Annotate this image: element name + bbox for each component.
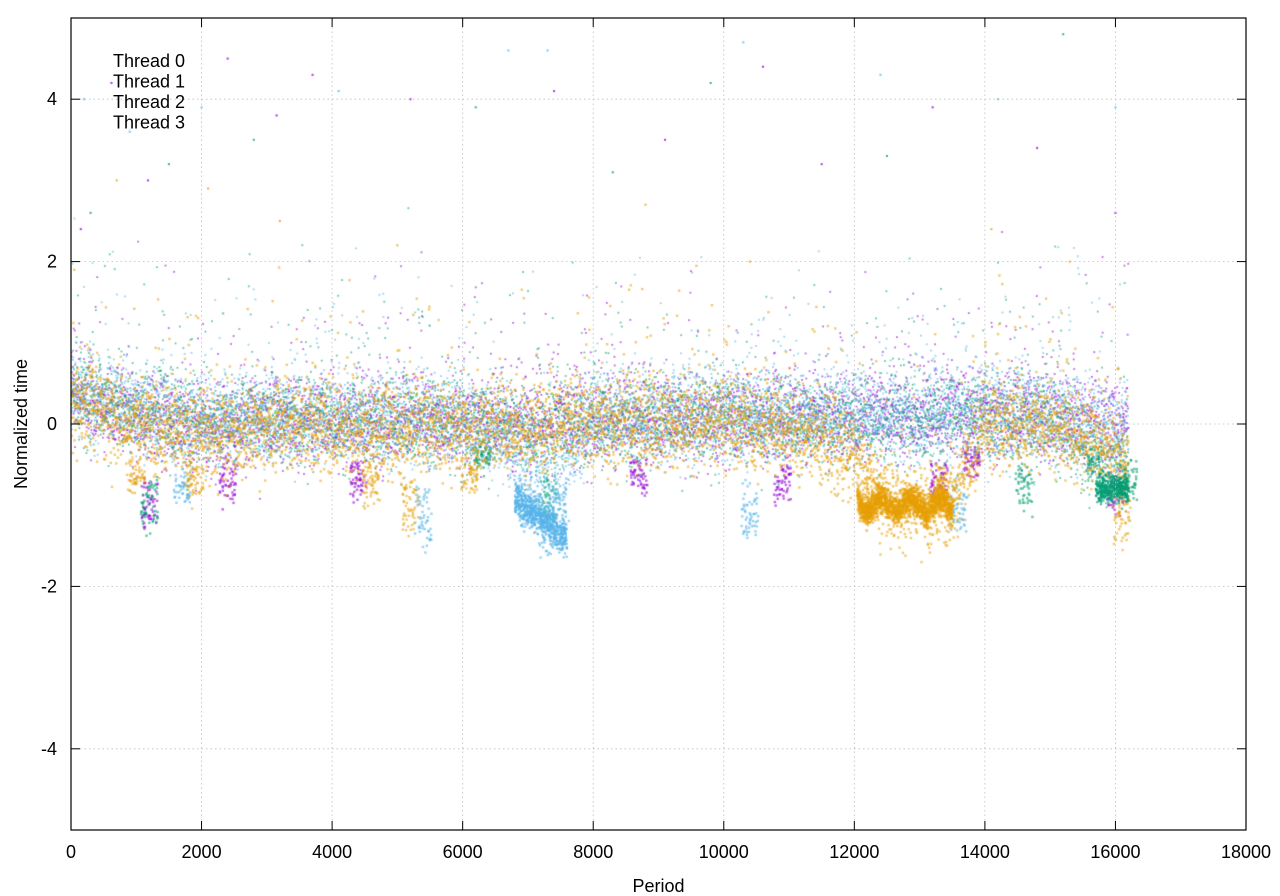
legend-label-thread-0: Thread 0 [113,51,185,71]
y-tick-label: 4 [47,89,57,109]
x-tick-label: 8000 [573,842,613,862]
x-axis-title: Period [632,876,684,896]
x-tick-label: 12000 [829,842,879,862]
axis-ticks [70,18,1247,830]
y-tick-label: -4 [41,739,57,759]
y-axis-title: Normalized time [11,359,31,489]
y-tick-label: 2 [47,252,57,272]
x-tick-label: 2000 [182,842,222,862]
legend-label-thread-2: Thread 2 [113,92,185,112]
x-tick-label: 10000 [699,842,749,862]
x-tick-label: 18000 [1221,842,1271,862]
y-tick-labels: -4 -2 0 2 4 [41,89,57,759]
x-tick-labels: 0 2000 4000 6000 8000 10000 12000 14000 16000 180… [66,842,1271,862]
grid-lines [71,18,1246,830]
x-tick-label: 6000 [443,842,483,862]
x-tick-label: 4000 [312,842,352,862]
legend-label-thread-3: Thread 3 [113,113,185,133]
legend-label-thread-1: Thread 1 [113,72,185,92]
legend: Thread 0 Thread 1 Thread 2 Thread 3 [113,51,185,133]
x-tick-label: 14000 [960,842,1010,862]
x-tick-label: 0 [66,842,76,862]
y-tick-label: -2 [41,576,57,596]
x-tick-label: 16000 [1090,842,1140,862]
y-tick-label: 0 [47,414,57,434]
